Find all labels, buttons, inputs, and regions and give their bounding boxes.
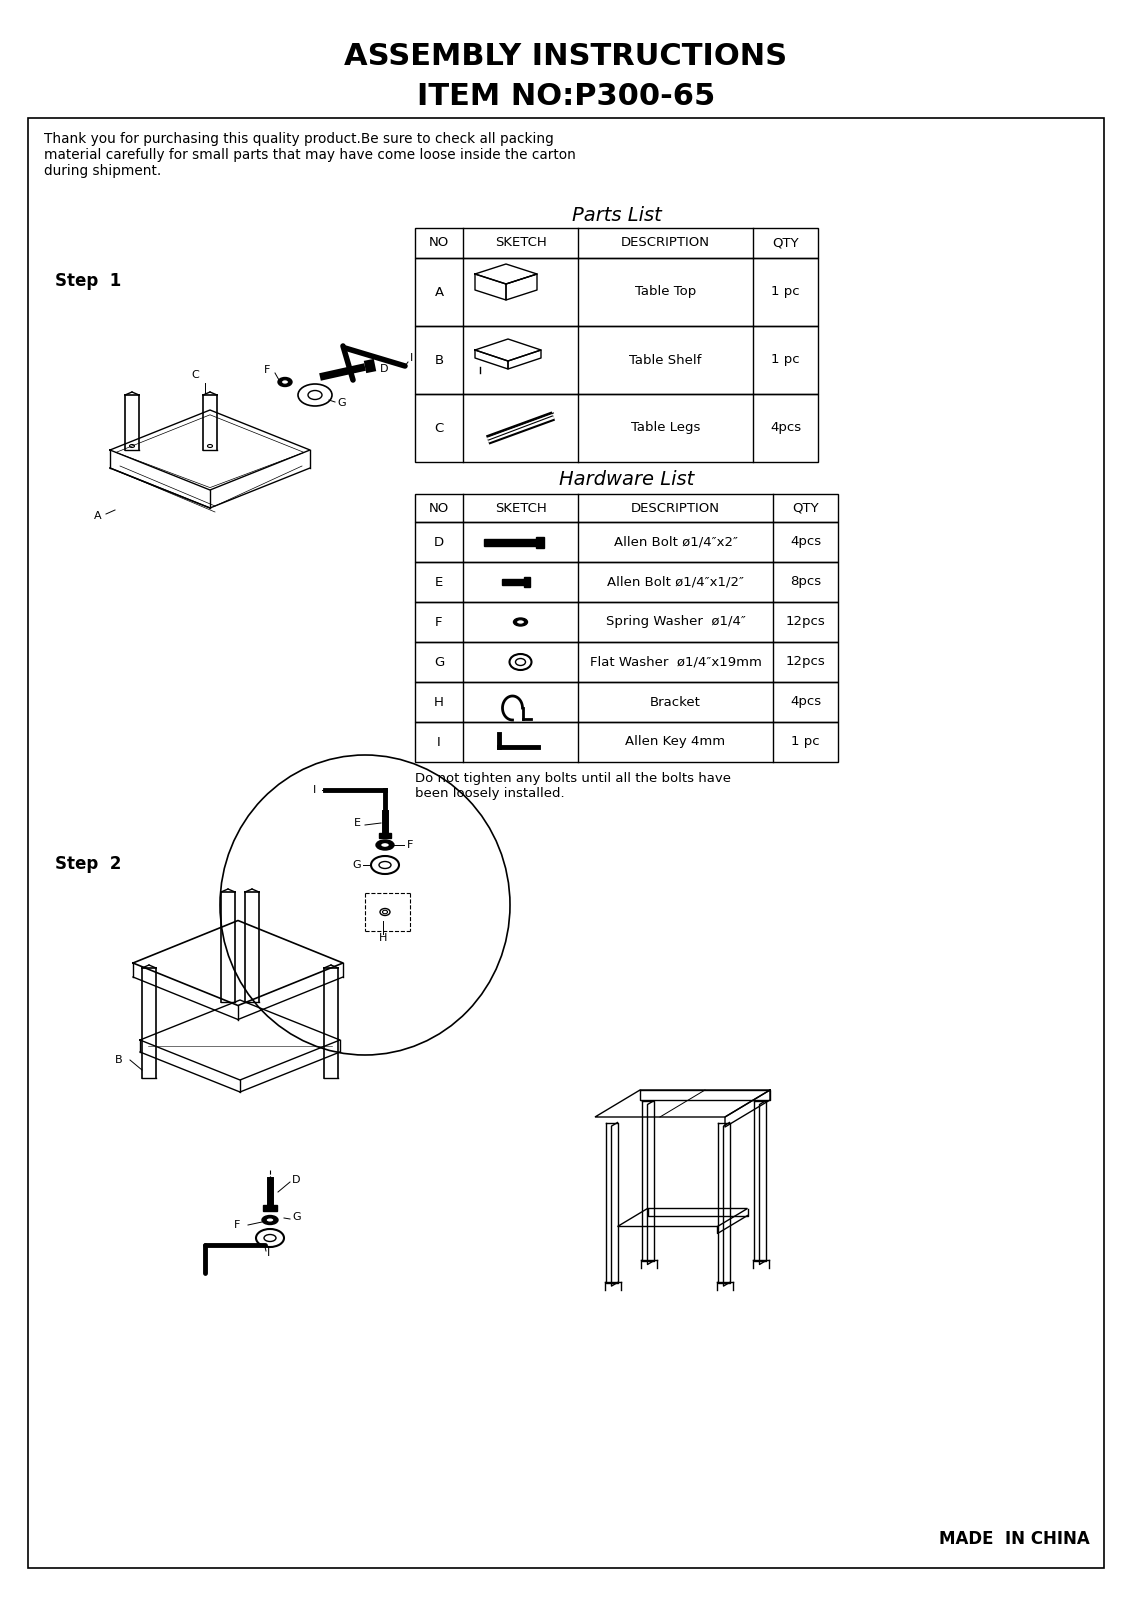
Bar bbox=[501, 579, 523, 586]
Bar bbox=[415, 562, 838, 602]
Text: 4pcs: 4pcs bbox=[790, 536, 821, 549]
Text: Allen Bolt ø1/4″x2″: Allen Bolt ø1/4″x2″ bbox=[614, 536, 738, 549]
Text: 1 pc: 1 pc bbox=[771, 354, 800, 366]
Text: H: H bbox=[434, 696, 444, 709]
Bar bbox=[523, 578, 530, 587]
Text: NO: NO bbox=[429, 501, 449, 515]
Text: I: I bbox=[410, 354, 413, 363]
Bar bbox=[415, 258, 818, 326]
Text: 12pcs: 12pcs bbox=[786, 616, 825, 629]
Text: Table Top: Table Top bbox=[635, 285, 696, 299]
Text: D: D bbox=[292, 1174, 300, 1186]
Bar bbox=[415, 326, 818, 394]
Text: Hardware List: Hardware List bbox=[559, 470, 694, 490]
Ellipse shape bbox=[380, 843, 389, 848]
Bar bbox=[415, 522, 838, 562]
Text: G: G bbox=[352, 861, 361, 870]
Ellipse shape bbox=[282, 379, 289, 384]
Ellipse shape bbox=[266, 1218, 274, 1222]
Text: 1 pc: 1 pc bbox=[771, 285, 800, 299]
Text: SKETCH: SKETCH bbox=[495, 237, 547, 250]
Text: A: A bbox=[435, 285, 444, 299]
Ellipse shape bbox=[264, 1235, 276, 1242]
Text: NO: NO bbox=[429, 237, 449, 250]
Text: 1 pc: 1 pc bbox=[791, 736, 820, 749]
Text: 4pcs: 4pcs bbox=[770, 421, 801, 435]
Bar bbox=[535, 536, 543, 547]
Text: D: D bbox=[434, 536, 444, 549]
Bar bbox=[415, 394, 818, 462]
Text: Parts List: Parts List bbox=[572, 206, 661, 226]
Text: I: I bbox=[267, 1248, 271, 1258]
Text: B: B bbox=[435, 354, 444, 366]
Text: Flat Washer  ø1/4″x19mm: Flat Washer ø1/4″x19mm bbox=[590, 656, 762, 669]
Ellipse shape bbox=[516, 619, 524, 624]
Text: Allen Key 4mm: Allen Key 4mm bbox=[626, 736, 726, 749]
Text: I: I bbox=[437, 736, 440, 749]
Text: 4pcs: 4pcs bbox=[790, 696, 821, 709]
Text: C: C bbox=[435, 421, 444, 435]
Text: H: H bbox=[379, 933, 387, 942]
Text: I: I bbox=[314, 786, 317, 795]
Text: A: A bbox=[94, 510, 102, 522]
Text: Spring Washer  ø1/4″: Spring Washer ø1/4″ bbox=[606, 616, 746, 629]
Text: Step  2: Step 2 bbox=[55, 854, 121, 874]
Bar bbox=[415, 682, 838, 722]
Text: Allen Bolt ø1/4″x1/2″: Allen Bolt ø1/4″x1/2″ bbox=[607, 576, 744, 589]
Bar bbox=[415, 722, 838, 762]
Text: ASSEMBLY INSTRUCTIONS: ASSEMBLY INSTRUCTIONS bbox=[344, 42, 788, 70]
Ellipse shape bbox=[514, 618, 528, 626]
Ellipse shape bbox=[278, 378, 292, 387]
Ellipse shape bbox=[376, 840, 394, 850]
Text: F: F bbox=[264, 365, 271, 374]
Text: 8pcs: 8pcs bbox=[790, 576, 821, 589]
Text: ITEM NO:P300-65: ITEM NO:P300-65 bbox=[417, 82, 715, 110]
Ellipse shape bbox=[379, 861, 391, 869]
Text: Thank you for purchasing this quality product.Be sure to check all packing
mater: Thank you for purchasing this quality pr… bbox=[44, 133, 576, 179]
Text: DESCRIPTION: DESCRIPTION bbox=[621, 237, 710, 250]
Text: SKETCH: SKETCH bbox=[495, 501, 547, 515]
Text: E: E bbox=[353, 818, 360, 829]
Bar bbox=[483, 539, 535, 546]
Ellipse shape bbox=[515, 659, 525, 666]
Bar bbox=[263, 1205, 277, 1211]
Text: B: B bbox=[114, 1054, 122, 1066]
Text: Step  1: Step 1 bbox=[55, 272, 121, 290]
Ellipse shape bbox=[261, 1216, 278, 1224]
Text: QTY: QTY bbox=[792, 501, 818, 515]
Text: E: E bbox=[435, 576, 443, 589]
Text: C: C bbox=[191, 370, 199, 379]
Bar bbox=[415, 494, 838, 522]
Text: Table Shelf: Table Shelf bbox=[629, 354, 702, 366]
Bar bbox=[415, 642, 838, 682]
Text: Bracket: Bracket bbox=[650, 696, 701, 709]
Bar bbox=[415, 227, 818, 258]
Text: G: G bbox=[337, 398, 345, 408]
Bar bbox=[379, 834, 391, 838]
Text: F: F bbox=[233, 1219, 240, 1230]
Text: Do not tighten any bolts until all the bolts have
been loosely installed.: Do not tighten any bolts until all the b… bbox=[415, 773, 731, 800]
Text: F: F bbox=[435, 616, 443, 629]
Bar bbox=[415, 602, 838, 642]
Text: F: F bbox=[408, 840, 413, 850]
Text: DESCRIPTION: DESCRIPTION bbox=[631, 501, 720, 515]
Text: G: G bbox=[292, 1213, 301, 1222]
Text: 12pcs: 12pcs bbox=[786, 656, 825, 669]
Text: G: G bbox=[434, 656, 444, 669]
Text: Table Legs: Table Legs bbox=[631, 421, 701, 435]
Text: QTY: QTY bbox=[772, 237, 799, 250]
Text: D: D bbox=[380, 365, 388, 374]
Text: MADE  IN CHINA: MADE IN CHINA bbox=[940, 1530, 1090, 1549]
